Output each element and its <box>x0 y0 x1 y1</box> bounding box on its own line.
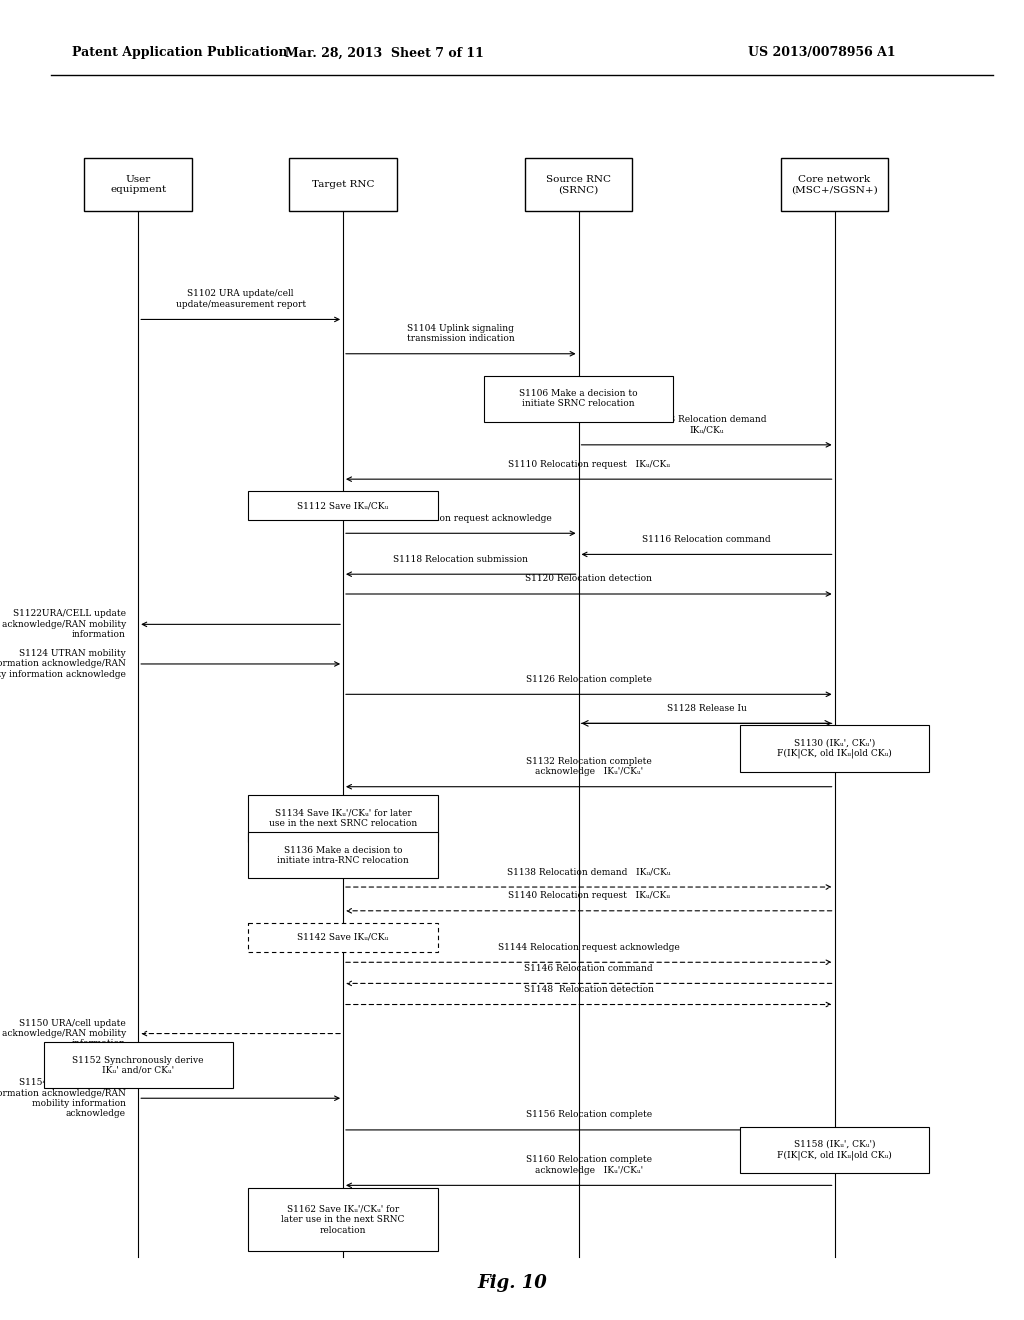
Text: S1104 Uplink signaling
transmission indication: S1104 Uplink signaling transmission indi… <box>407 323 515 343</box>
Bar <box>780 158 888 211</box>
Text: Core network
(MSC+/SGSN+): Core network (MSC+/SGSN+) <box>792 176 878 194</box>
Bar <box>249 833 438 879</box>
Text: S1146 Relocation command: S1146 Relocation command <box>524 964 653 973</box>
Text: S1150 URA/cell update
acknowledge/RAN mobility
information: S1150 URA/cell update acknowledge/RAN mo… <box>2 1019 126 1048</box>
Text: S1160 Relocation complete
acknowledge   IKᵤ'/CKᵤ': S1160 Relocation complete acknowledge IK… <box>525 1155 652 1175</box>
Bar <box>739 1127 930 1173</box>
Text: US 2013/0078956 A1: US 2013/0078956 A1 <box>748 46 895 59</box>
Bar <box>739 726 930 771</box>
Text: S1154 UTRAN mobility
information acknowledge/RAN
mobility information
acknowledg: S1154 UTRAN mobility information acknowl… <box>0 1078 126 1118</box>
Bar <box>290 158 397 211</box>
Text: S1158 (IKᵤ', CKᵤ')
F(IK|CK, old IKᵤ|old CKᵤ): S1158 (IKᵤ', CKᵤ') F(IK|CK, old IKᵤ|old … <box>777 1139 892 1160</box>
Text: S1144 Relocation request acknowledge: S1144 Relocation request acknowledge <box>498 942 680 952</box>
Text: S1142 Save IKᵤ/CKᵤ: S1142 Save IKᵤ/CKᵤ <box>297 933 389 941</box>
Bar <box>85 158 193 211</box>
Text: S1102 URA update/cell
update/measurement report: S1102 URA update/cell update/measurement… <box>175 289 306 309</box>
Text: Mar. 28, 2013  Sheet 7 of 11: Mar. 28, 2013 Sheet 7 of 11 <box>285 46 483 59</box>
Text: Target RNC: Target RNC <box>311 181 375 189</box>
Text: Fig. 10: Fig. 10 <box>477 1274 547 1292</box>
Bar <box>249 923 438 952</box>
Text: S1122URA/CELL update
acknowledge/RAN mobility
information: S1122URA/CELL update acknowledge/RAN mob… <box>2 610 126 639</box>
Text: S1148  Relocation detection: S1148 Relocation detection <box>524 985 653 994</box>
Text: Source RNC
(SRNC): Source RNC (SRNC) <box>546 176 611 194</box>
Text: S1152 Synchronously derive
IKᵤ' and/or CKᵤ': S1152 Synchronously derive IKᵤ' and/or C… <box>73 1056 204 1074</box>
Text: User
equipment: User equipment <box>111 176 166 194</box>
Text: S1162 Save IKᵤ'/CKᵤ' for
later use in the next SRNC
relocation: S1162 Save IKᵤ'/CKᵤ' for later use in th… <box>282 1205 404 1234</box>
Bar <box>483 375 674 421</box>
Text: Patent Application Publication: Patent Application Publication <box>72 46 287 59</box>
Text: S1118 Relocation submission: S1118 Relocation submission <box>393 554 528 564</box>
Text: S1128 Release Iu: S1128 Release Iu <box>667 704 746 713</box>
Text: S1110 Relocation request   IKᵤ/CKᵤ: S1110 Relocation request IKᵤ/CKᵤ <box>508 459 670 469</box>
Text: S1130 (IKᵤ', CKᵤ')
F(IK|CK, old IKᵤ|old CKᵤ): S1130 (IKᵤ', CKᵤ') F(IK|CK, old IKᵤ|old … <box>777 738 892 759</box>
Text: S1132 Relocation complete
acknowledge   IKᵤ'/CKᵤ': S1132 Relocation complete acknowledge IK… <box>526 756 651 776</box>
Text: S1134 Save IKᵤ'/CKᵤ' for later
use in the next SRNC relocation: S1134 Save IKᵤ'/CKᵤ' for later use in th… <box>269 809 417 828</box>
Text: S1126 Relocation complete: S1126 Relocation complete <box>526 675 651 684</box>
Text: S1138 Relocation demand   IKᵤ/CKᵤ: S1138 Relocation demand IKᵤ/CKᵤ <box>507 867 671 876</box>
Text: S1140 Relocation request   IKᵤ/CKᵤ: S1140 Relocation request IKᵤ/CKᵤ <box>508 891 670 900</box>
Text: S1116 Relocation command: S1116 Relocation command <box>642 535 771 544</box>
Bar <box>249 795 438 842</box>
Text: S1156 Relocation complete: S1156 Relocation complete <box>525 1110 652 1119</box>
Bar <box>249 1188 438 1251</box>
Text: S1108 Relocation demand
IKᵤ/CKᵤ: S1108 Relocation demand IKᵤ/CKᵤ <box>646 414 767 434</box>
Text: S1106 Make a decision to
initiate SRNC relocation: S1106 Make a decision to initiate SRNC r… <box>519 389 638 408</box>
Text: S1114 Relocation request acknowledge: S1114 Relocation request acknowledge <box>370 513 552 523</box>
Text: S1124 UTRAN mobility
information acknowledge/RAN
mobility information acknowledg: S1124 UTRAN mobility information acknowl… <box>0 649 126 678</box>
Bar <box>524 158 632 211</box>
Text: S1112 Save IKᵤ/CKᵤ: S1112 Save IKᵤ/CKᵤ <box>297 502 389 510</box>
Bar <box>249 491 438 520</box>
Text: S1136 Make a decision to
initiate intra-RNC relocation: S1136 Make a decision to initiate intra-… <box>278 846 409 865</box>
Bar <box>44 1043 233 1089</box>
Text: S1120 Relocation detection: S1120 Relocation detection <box>525 574 652 583</box>
